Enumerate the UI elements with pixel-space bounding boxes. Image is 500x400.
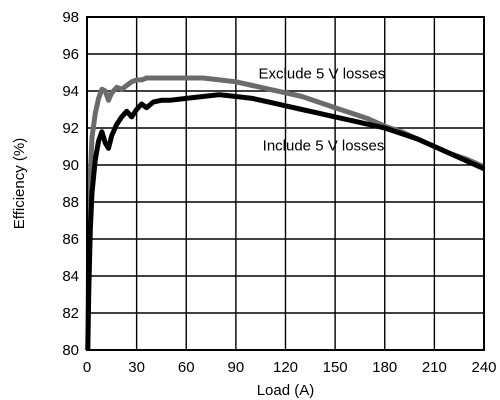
series-line-include-5v-losses: [85, 92, 486, 351]
x-tick-label: 180: [372, 359, 397, 376]
x-tick-label: 240: [471, 359, 496, 376]
x-tick-label: 60: [178, 359, 195, 376]
plot-frame: [86, 16, 485, 351]
series-annotations: Exclude 5 V losses Include 5 V losses: [259, 65, 386, 154]
y-tick-label: 82: [62, 305, 79, 322]
x-tick-label: 120: [273, 359, 298, 376]
y-tick-label: 90: [62, 157, 79, 174]
x-tick-label: 0: [83, 359, 91, 376]
y-tick-label: 84: [62, 268, 79, 285]
x-tick-label: 90: [228, 359, 245, 376]
x-tick-label: 150: [323, 359, 348, 376]
series-line-exclude-5v-losses: [85, 75, 486, 351]
y-tick-labels: 80 82 84 86 88 90 92 94 96 98: [62, 9, 79, 359]
y-tick-label: 94: [62, 83, 79, 100]
x-axis-label: Load (A): [257, 382, 315, 399]
series-annotation: Exclude 5 V losses: [259, 65, 386, 82]
x-tick-label: 210: [422, 359, 447, 376]
y-tick-label: 98: [62, 9, 79, 26]
plot-border: [86, 16, 485, 351]
y-tick-label: 88: [62, 194, 79, 211]
y-tick-label: 92: [62, 120, 79, 137]
series-lines: [85, 75, 486, 351]
y-axis-label: Efficiency (%): [11, 138, 28, 229]
y-tick-label: 96: [62, 46, 79, 63]
series-annotation: Include 5 V losses: [263, 138, 385, 155]
y-tick-label: 86: [62, 231, 79, 248]
x-tick-labels: 0 30 60 90 120 150 180 210 240: [83, 359, 497, 376]
x-tick-label: 30: [128, 359, 145, 376]
y-tick-label: 80: [62, 342, 79, 359]
